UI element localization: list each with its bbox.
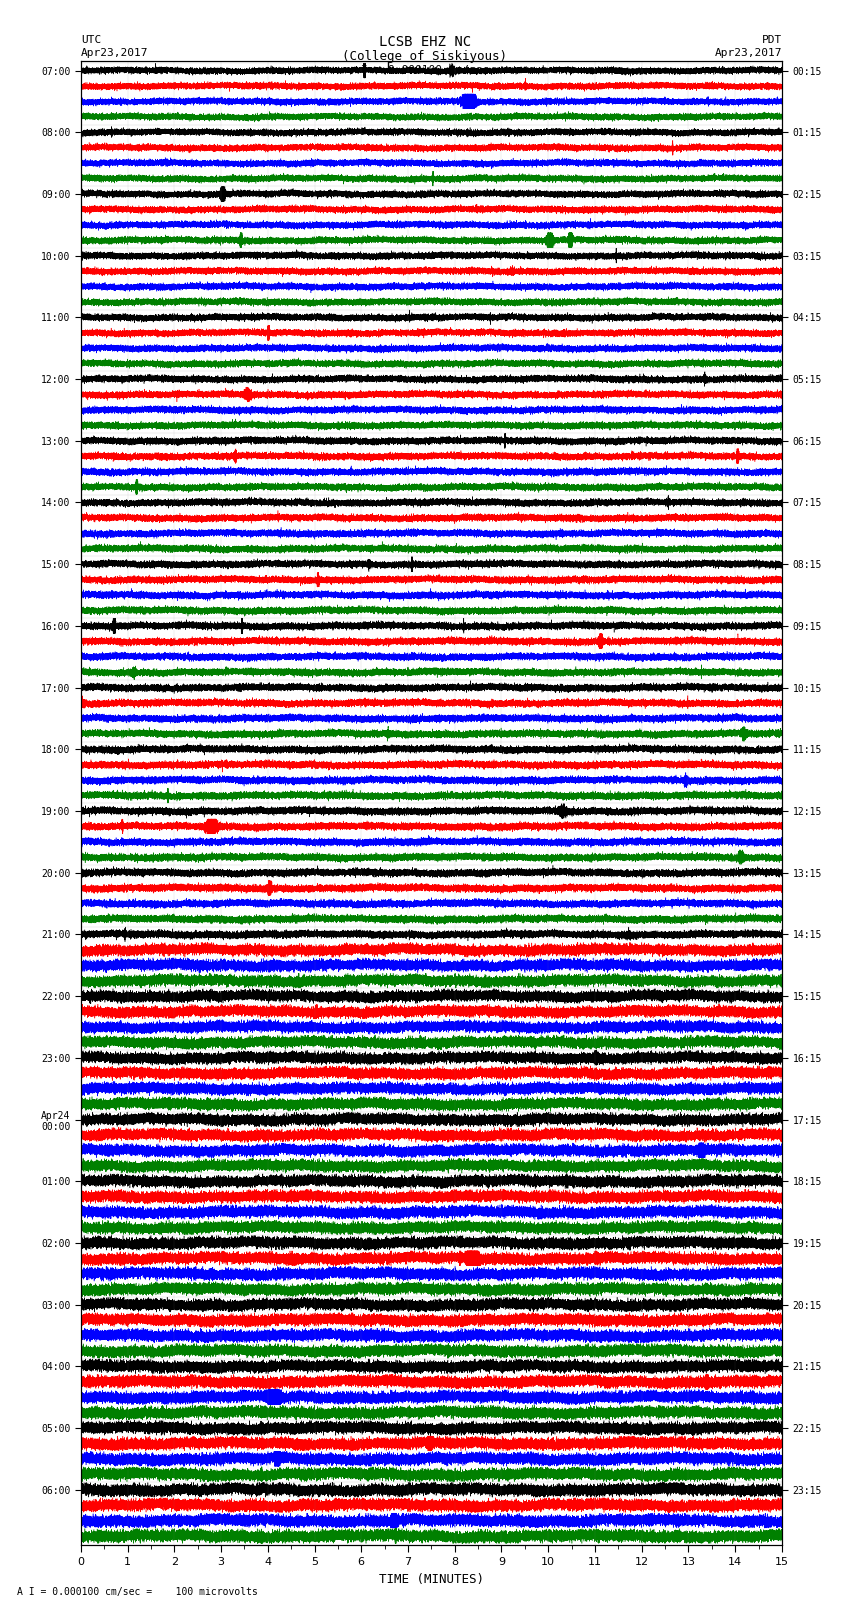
Text: Apr23,2017: Apr23,2017 [715,48,782,58]
Text: (College of Siskiyous): (College of Siskiyous) [343,50,507,63]
X-axis label: TIME (MINUTES): TIME (MINUTES) [379,1573,484,1586]
Text: A I = 0.000100 cm/sec =    100 microvolts: A I = 0.000100 cm/sec = 100 microvolts [17,1587,258,1597]
Text: PDT: PDT [762,35,782,45]
Text: I = 0.000100 cm/sec: I = 0.000100 cm/sec [361,65,489,74]
Text: UTC: UTC [81,35,101,45]
Text: LCSB EHZ NC: LCSB EHZ NC [379,35,471,50]
Text: Apr23,2017: Apr23,2017 [81,48,148,58]
